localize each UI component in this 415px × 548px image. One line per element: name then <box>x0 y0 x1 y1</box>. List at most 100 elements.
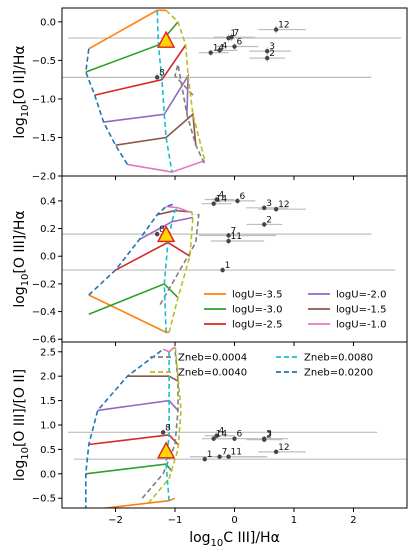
legend-label: logU=-1.0 <box>336 320 386 331</box>
legend-label: Zneb=0.0004 <box>178 353 247 364</box>
point-label: 14 <box>213 44 225 54</box>
y-tick-label: −2.0 <box>32 172 56 183</box>
data-point <box>262 222 267 227</box>
legend-label: logU=-2.5 <box>232 320 282 331</box>
logu-line <box>103 72 189 123</box>
point-label: 3 <box>269 42 275 52</box>
y-tick-label: −1.5 <box>32 133 56 144</box>
legend-label: Zneb=0.0080 <box>304 353 373 364</box>
y-tick-label: −0.5 <box>32 494 56 505</box>
logu-line <box>99 497 176 508</box>
zneb-line <box>88 202 176 296</box>
data-point <box>154 231 160 237</box>
zneb-line <box>147 344 182 504</box>
point-label: 4 <box>219 191 225 201</box>
y-tick-label: 0.4 <box>40 196 56 207</box>
point-label: 14 <box>216 430 228 440</box>
y-tick-label: −0.6 <box>32 335 56 346</box>
logu-line <box>94 44 187 96</box>
triangle-marker <box>156 441 176 459</box>
legend-label: logU=-2.0 <box>336 290 386 301</box>
y-tick-label: −0.5 <box>32 56 56 67</box>
legend-label: Zneb=0.0200 <box>304 368 373 379</box>
x-axis-label: log10C III]/Hα <box>189 530 280 548</box>
logu-line <box>115 112 197 146</box>
y-tick-label: −0.2 <box>32 279 56 290</box>
data-point <box>232 44 237 49</box>
data-point <box>273 27 279 32</box>
y-tick-label: 0.0 <box>40 469 56 480</box>
point-label: 3 <box>266 199 272 209</box>
y-axis-label: log10[O III]/Hα <box>12 210 31 307</box>
logu-line <box>166 205 191 213</box>
y-tick-label: −0.4 <box>32 307 56 318</box>
legend: Zneb=0.0004 Zneb=0.0080 Zneb=0.0040 Zneb=0.… <box>150 353 373 379</box>
logu-line <box>88 294 170 334</box>
x-tick-label: −2 <box>108 515 123 526</box>
y-tick-label: −1.0 <box>32 94 56 105</box>
point-label: 2 <box>269 49 275 59</box>
point-label: 6 <box>237 38 243 48</box>
point-label: 8 <box>159 225 165 235</box>
data-point <box>220 267 225 273</box>
y-axis-label: log10[O III]/[O II] <box>12 369 31 481</box>
logu-line <box>127 159 206 173</box>
logu-line <box>162 346 176 353</box>
point-label: 1 <box>225 261 231 271</box>
logu-line <box>127 375 179 382</box>
data-point <box>217 454 222 459</box>
y-tick-label: 2.5 <box>40 347 56 358</box>
point-label: 6 <box>239 192 245 202</box>
data-point <box>226 238 231 244</box>
data-point <box>211 201 216 206</box>
point-label: 7 <box>222 448 228 458</box>
data-point <box>226 233 231 238</box>
panel-2: 414 6 3 12 2 711 8 1 0.4 0.2 0.0 −0.2 −0.4 −0.6 log10[… <box>12 175 408 346</box>
point-label: 1 <box>231 29 237 39</box>
point-label: 12 <box>278 21 289 31</box>
data-point <box>214 197 219 202</box>
data-point <box>160 430 166 435</box>
point-label: 12 <box>278 443 289 453</box>
data-point <box>202 456 207 462</box>
point-label: 7 <box>234 28 240 38</box>
y-tick-label: 0.0 <box>40 252 56 263</box>
zneb-line <box>156 10 173 173</box>
zneb-line <box>163 207 179 333</box>
point-label: 1 <box>207 450 213 460</box>
legend-label: logU=-3.0 <box>232 305 282 316</box>
logu-line <box>97 399 179 412</box>
point-label: 2 <box>266 215 272 225</box>
point-label: 12 <box>278 200 289 210</box>
logu-line <box>138 216 194 241</box>
point-label: 8 <box>159 68 165 78</box>
data-point <box>226 454 231 459</box>
triangle-marker <box>156 30 176 48</box>
data-point <box>235 198 240 204</box>
error-bar <box>62 73 372 82</box>
data-point <box>214 433 219 438</box>
data-point <box>154 75 160 80</box>
y-tick-label: 2.0 <box>40 372 56 383</box>
plot-area: 414 6 3 12 2 711 8 1 <box>62 191 396 334</box>
data-point <box>211 436 216 441</box>
y-tick-label: 0.0 <box>40 17 56 28</box>
legend-label: Zneb=0.0040 <box>178 368 247 379</box>
data-point <box>262 205 267 211</box>
y-tick-label: 0.5 <box>40 445 56 456</box>
logu-line <box>88 433 179 446</box>
legend-label: logU=-1.5 <box>336 305 386 316</box>
zneb-line <box>84 48 129 165</box>
data-point <box>265 48 270 54</box>
point-label: 4 <box>219 427 225 437</box>
logu-line <box>85 463 173 475</box>
triangle-marker <box>156 224 176 243</box>
data-point <box>208 50 213 55</box>
zneb-line <box>174 64 206 165</box>
point-label: 14 <box>216 195 228 205</box>
x-tick-label: −1 <box>168 515 183 526</box>
point-label: 2 <box>266 431 272 441</box>
